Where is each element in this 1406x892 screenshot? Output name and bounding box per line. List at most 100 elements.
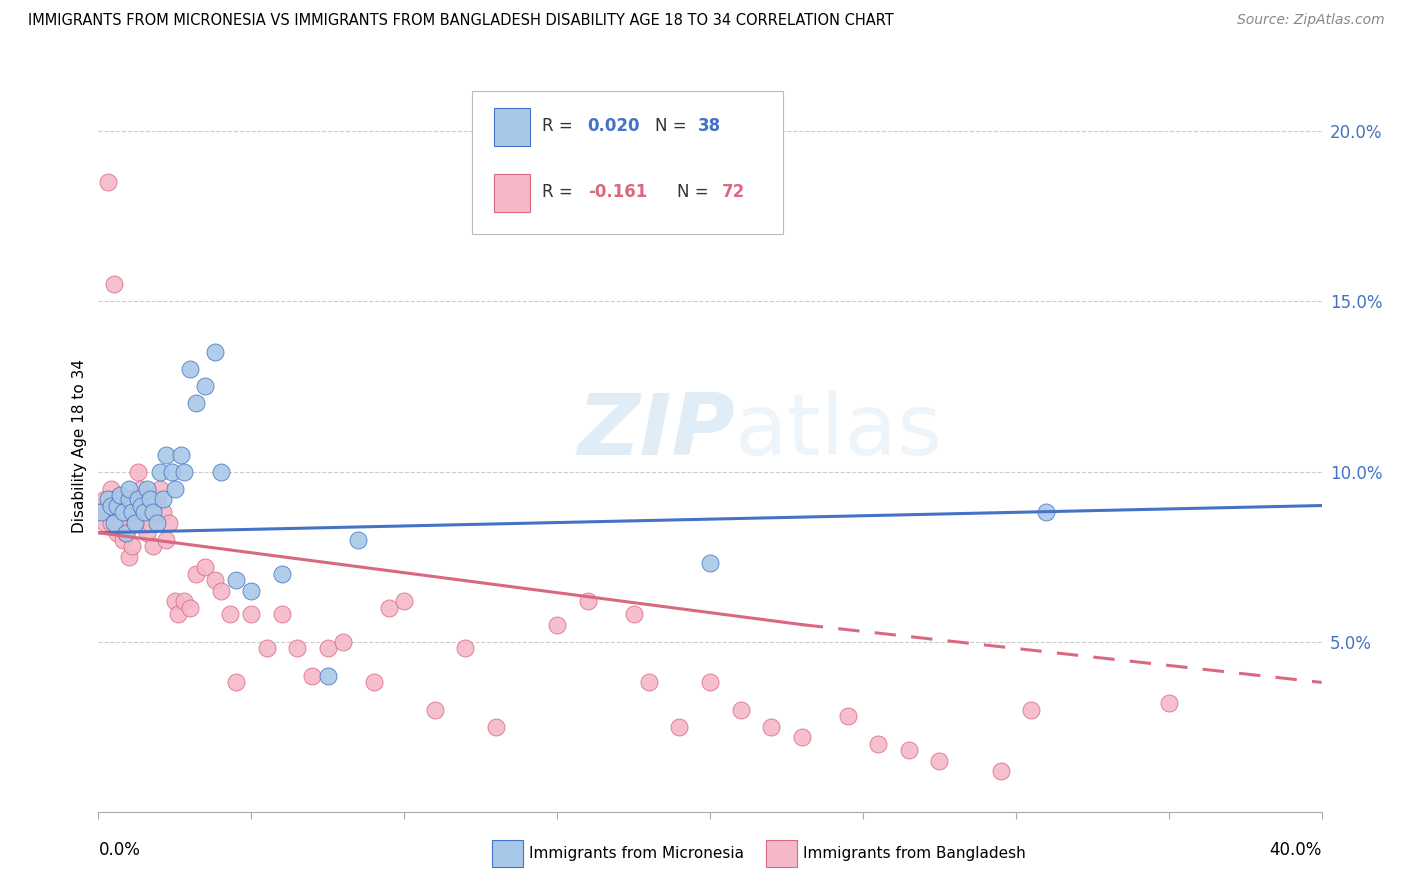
Point xyxy=(256,641,278,656)
Point xyxy=(93,491,115,506)
Point xyxy=(93,516,115,530)
Point xyxy=(108,491,131,506)
Point xyxy=(186,566,208,581)
Point xyxy=(1035,505,1057,519)
Point xyxy=(209,583,232,598)
Point xyxy=(240,583,263,598)
Point xyxy=(1157,696,1180,710)
Point xyxy=(194,559,217,574)
Point xyxy=(90,505,112,519)
Point xyxy=(204,574,226,588)
Text: N =: N = xyxy=(678,183,714,202)
Point xyxy=(301,668,323,682)
Point xyxy=(115,505,138,519)
Point xyxy=(129,499,152,513)
Text: 72: 72 xyxy=(723,183,745,202)
Point xyxy=(121,491,143,506)
Point xyxy=(332,634,354,648)
Point xyxy=(136,525,159,540)
Point xyxy=(1019,703,1042,717)
Point xyxy=(270,566,292,581)
Point xyxy=(100,516,122,530)
Point xyxy=(105,525,128,540)
Point xyxy=(152,491,174,506)
FancyBboxPatch shape xyxy=(471,91,783,234)
Point xyxy=(225,574,247,588)
FancyBboxPatch shape xyxy=(494,174,530,212)
Point xyxy=(423,703,446,717)
Point xyxy=(111,505,134,519)
Point xyxy=(118,516,141,530)
Text: R =: R = xyxy=(543,118,578,136)
Point xyxy=(225,675,247,690)
Point xyxy=(105,505,128,519)
Text: 40.0%: 40.0% xyxy=(1270,841,1322,859)
Point xyxy=(837,709,859,723)
Point xyxy=(316,668,339,682)
Point xyxy=(127,491,149,506)
FancyBboxPatch shape xyxy=(494,108,530,146)
Point xyxy=(111,533,134,547)
Point xyxy=(145,516,167,530)
Text: N =: N = xyxy=(655,118,692,136)
Point xyxy=(97,491,120,506)
Point xyxy=(118,482,141,496)
Text: 38: 38 xyxy=(697,118,721,136)
Point xyxy=(485,720,508,734)
Point xyxy=(454,641,477,656)
Point xyxy=(347,533,370,547)
Text: atlas: atlas xyxy=(734,390,942,473)
Point xyxy=(668,720,690,734)
Point xyxy=(990,764,1012,778)
Point xyxy=(179,362,201,376)
Point xyxy=(103,491,125,506)
Point xyxy=(145,491,167,506)
Point xyxy=(149,465,172,479)
Point xyxy=(155,533,177,547)
Point xyxy=(173,594,195,608)
Text: -0.161: -0.161 xyxy=(588,183,647,202)
Point xyxy=(155,448,177,462)
Point xyxy=(285,641,308,656)
Point xyxy=(240,607,263,622)
Point xyxy=(179,600,201,615)
Point xyxy=(759,720,782,734)
Point xyxy=(139,516,162,530)
Point xyxy=(108,516,131,530)
Text: 0.0%: 0.0% xyxy=(98,841,141,859)
Point xyxy=(124,516,146,530)
Point xyxy=(316,641,339,656)
Point xyxy=(149,482,172,496)
Point xyxy=(139,491,162,506)
Point xyxy=(115,525,138,540)
Point xyxy=(118,549,141,564)
Point xyxy=(97,175,120,189)
Point xyxy=(378,600,401,615)
Point xyxy=(103,516,125,530)
Point xyxy=(105,499,128,513)
Point xyxy=(928,754,950,768)
Point xyxy=(115,525,138,540)
Point xyxy=(392,594,416,608)
Point xyxy=(790,730,813,744)
Point xyxy=(204,345,226,359)
Point xyxy=(157,516,180,530)
Point xyxy=(152,505,174,519)
Point xyxy=(868,737,890,751)
Point xyxy=(194,379,217,393)
Point xyxy=(363,675,385,690)
Point xyxy=(637,675,661,690)
Point xyxy=(136,482,159,496)
Text: R =: R = xyxy=(543,183,578,202)
Point xyxy=(134,505,156,519)
Point xyxy=(186,396,208,410)
Point xyxy=(108,488,131,502)
Text: Source: ZipAtlas.com: Source: ZipAtlas.com xyxy=(1237,13,1385,28)
Point xyxy=(623,607,645,622)
Point xyxy=(111,505,134,519)
Point xyxy=(142,505,165,519)
Point xyxy=(897,743,920,757)
Point xyxy=(699,557,721,571)
Point xyxy=(129,482,152,496)
Point xyxy=(173,465,195,479)
